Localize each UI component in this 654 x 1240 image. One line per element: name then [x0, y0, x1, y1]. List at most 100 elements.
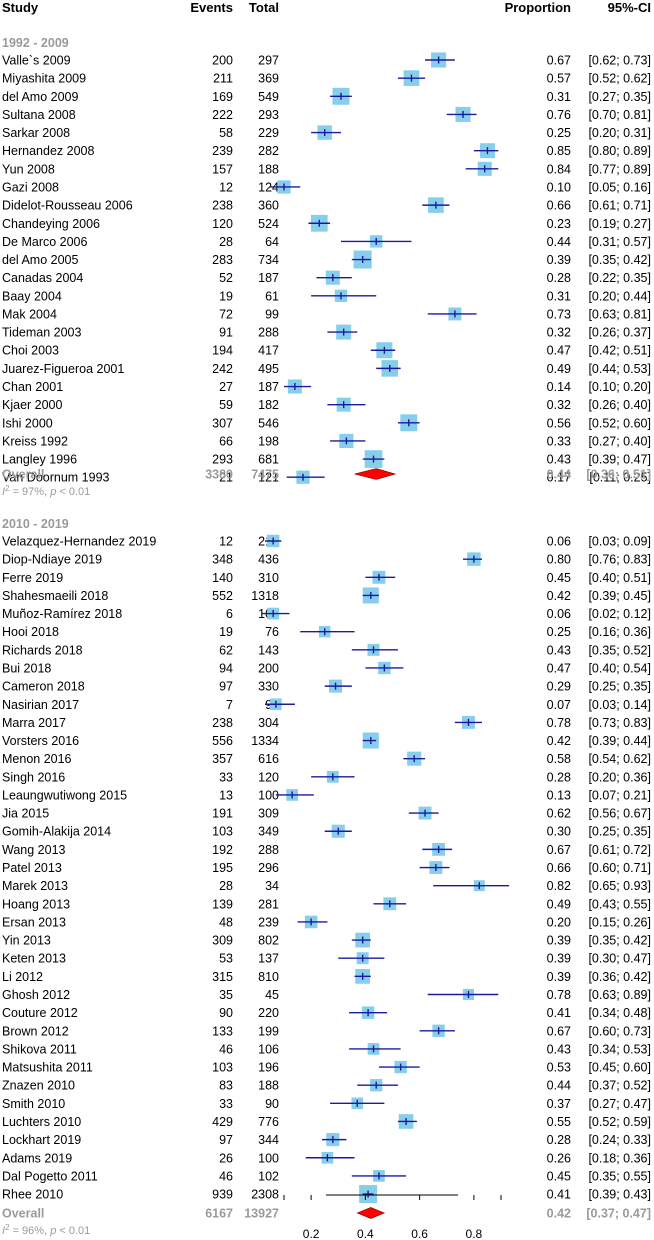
- p-value: < 0.01: [56, 486, 90, 498]
- study-events: 293: [212, 453, 233, 467]
- study-events: 97: [219, 680, 233, 694]
- overall-label: Overall: [2, 1207, 44, 1221]
- study-name: Hooi 2018: [2, 625, 59, 639]
- study-events: 103: [212, 825, 233, 839]
- study-proportion: 0.47: [547, 344, 571, 358]
- study-total: 137: [258, 952, 279, 966]
- study-total: 417: [258, 344, 279, 358]
- study-total: 182: [258, 398, 279, 412]
- study-proportion: 0.67: [547, 1024, 571, 1038]
- study-events: 157: [212, 162, 233, 176]
- study-events: 429: [212, 1115, 233, 1129]
- study-ci: [0.05; 0.16]: [588, 180, 651, 194]
- study-name: Hoang 2013: [2, 897, 70, 911]
- study-ci: [0.80; 0.89]: [588, 144, 651, 158]
- study-ci: [0.70; 0.81]: [588, 108, 651, 122]
- study-name: Juarez-Figueroa 2001: [2, 362, 124, 376]
- study-ci: [0.35; 0.55]: [588, 1169, 651, 1183]
- heterogeneity-text: I2 = 96%, p < 0.01: [2, 1223, 90, 1237]
- study-total: 124: [258, 180, 279, 194]
- study-total: 281: [258, 897, 279, 911]
- study-ci: [0.39; 0.45]: [588, 589, 651, 603]
- study-total: 100: [258, 788, 279, 802]
- study-name: Leaungwutiwong 2015: [2, 788, 127, 802]
- study-total: 120: [258, 770, 279, 784]
- study-ci: [0.39; 0.44]: [588, 734, 651, 748]
- study-events: 66: [219, 434, 233, 448]
- study-ci: [0.62; 0.73]: [588, 54, 651, 68]
- study-total: 200: [258, 661, 279, 675]
- x-tick-label: 0.8: [466, 1227, 483, 1240]
- study-events: 139: [212, 897, 233, 911]
- study-total: 296: [258, 861, 279, 875]
- header-proportion: Proportion: [505, 0, 571, 15]
- study-name: Muñoz-Ramírez 2018: [2, 607, 122, 621]
- study-events: 48: [219, 915, 233, 929]
- x-tick-label: 0.4: [357, 1227, 374, 1240]
- overall-diamond: [354, 468, 397, 480]
- study-total: 369: [258, 72, 279, 86]
- study-ci: [0.26; 0.37]: [588, 326, 651, 340]
- study-proportion: 0.31: [547, 90, 571, 104]
- study-proportion: 0.42: [547, 734, 571, 748]
- study-total: 239: [258, 915, 279, 929]
- study-ci: [0.39; 0.47]: [588, 453, 651, 467]
- study-name: Rhee 2010: [2, 1188, 63, 1202]
- study-events: 133: [212, 1024, 233, 1038]
- study-ci: [0.18; 0.36]: [588, 1151, 651, 1165]
- study-ci: [0.61; 0.72]: [588, 843, 651, 857]
- study-events: 120: [212, 217, 233, 231]
- study-name: Ishi 2000: [2, 416, 53, 430]
- overall-events: 6167: [205, 1207, 233, 1221]
- i-squared-value: = 96%,: [10, 1225, 51, 1237]
- study-events: 52: [219, 271, 233, 285]
- study-proportion: 0.56: [547, 416, 571, 430]
- study-proportion: 0.13: [547, 788, 571, 802]
- study-total: 293: [258, 108, 279, 122]
- study-events: 12: [219, 535, 233, 549]
- study-name: Valle`s 2009: [2, 54, 71, 68]
- study-proportion: 0.30: [547, 825, 571, 839]
- x-tick-label: 0.6: [411, 1227, 428, 1240]
- study-ci: [0.44; 0.53]: [588, 362, 651, 376]
- study-name: Smith 2010: [2, 1097, 65, 1111]
- study-name: Wang 2013: [2, 843, 66, 857]
- study-name: Shahesmaeili 2018: [2, 589, 108, 603]
- study-total: 349: [258, 825, 279, 839]
- study-events: 53: [219, 952, 233, 966]
- study-proportion: 0.66: [547, 861, 571, 875]
- study-ci: [0.27; 0.40]: [588, 434, 651, 448]
- study-name: Van Doornum 1993: [2, 471, 110, 485]
- study-proportion: 0.66: [547, 199, 571, 213]
- study-ci: [0.52; 0.60]: [588, 416, 651, 430]
- study-total: 360: [258, 199, 279, 213]
- study-ci: [0.43; 0.55]: [588, 897, 651, 911]
- header-total: Total: [249, 0, 279, 15]
- study-events: 19: [219, 289, 233, 303]
- study-total: 524: [258, 217, 279, 231]
- study-proportion: 0.33: [547, 434, 571, 448]
- study-total: 102: [258, 1169, 279, 1183]
- study-ci: [0.40; 0.51]: [588, 571, 651, 585]
- study-ci: [0.25; 0.35]: [588, 680, 651, 694]
- study-total: 344: [258, 1133, 279, 1147]
- study-proportion: 0.25: [547, 625, 571, 639]
- study-proportion: 0.55: [547, 1115, 571, 1129]
- study-proportion: 0.10: [547, 180, 571, 194]
- study-total: 1334: [251, 734, 279, 748]
- study-total: 546: [258, 416, 279, 430]
- study-name: Luchters 2010: [2, 1115, 81, 1129]
- study-total: 106: [258, 1042, 279, 1056]
- study-ci: [0.40; 0.54]: [588, 661, 651, 675]
- study-name: Li 2012: [2, 970, 43, 984]
- study-ci: [0.52; 0.59]: [588, 1115, 651, 1129]
- study-events: 90: [219, 1006, 233, 1020]
- study-total: 61: [265, 289, 279, 303]
- study-name: Matsushita 2011: [2, 1061, 93, 1075]
- overall-label: Overall: [2, 468, 44, 482]
- study-proportion: 0.31: [547, 289, 571, 303]
- study-events: 27: [219, 380, 233, 394]
- study-name: Richards 2018: [2, 643, 83, 657]
- overall-diamond: [356, 1207, 386, 1219]
- study-events: 194: [212, 344, 233, 358]
